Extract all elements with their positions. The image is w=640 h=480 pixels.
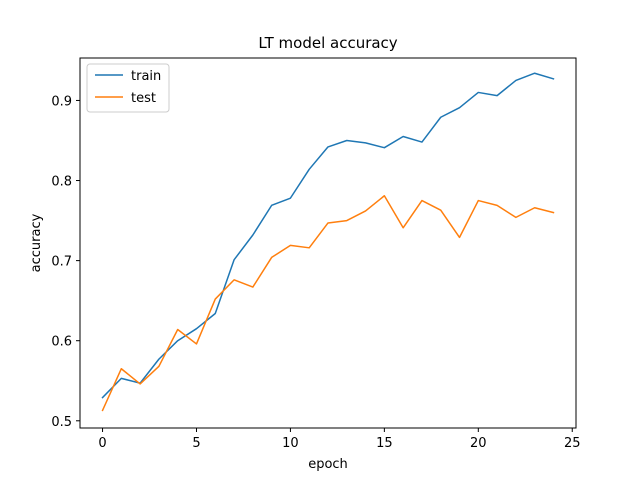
x-tick-label: 10 — [282, 436, 299, 451]
y-tick-label: 0.8 — [51, 175, 72, 190]
y-axis-label: accuracy — [29, 213, 44, 272]
x-tick-label: 15 — [376, 436, 393, 451]
chart-title: LT model accuracy — [258, 34, 397, 52]
y-tick-label: 0.6 — [51, 335, 72, 350]
x-tick-label: 5 — [192, 436, 200, 451]
x-axis-label: epoch — [308, 457, 348, 472]
legend-frame — [86, 63, 170, 113]
y-tick-label: 0.9 — [51, 94, 72, 109]
plot-area-frame — [79, 57, 577, 429]
y-tick-label: 0.5 — [51, 415, 72, 430]
y-axis-ticks: 0.5 0.6 0.7 0.8 0.9 — [51, 94, 80, 430]
series-line-test — [101, 195, 555, 412]
y-tick-label: 0.7 — [51, 255, 72, 270]
series-line-train — [101, 72, 555, 399]
x-tick-label: 20 — [470, 436, 487, 451]
legend-label-train: train — [131, 69, 161, 84]
legend: train test — [86, 63, 170, 113]
x-tick-label: 25 — [564, 436, 581, 451]
x-axis-ticks: 0 5 10 15 20 25 — [98, 428, 581, 451]
x-tick-label: 0 — [98, 436, 106, 451]
series-layer — [101, 72, 555, 412]
legend-label-test: test — [131, 91, 156, 106]
